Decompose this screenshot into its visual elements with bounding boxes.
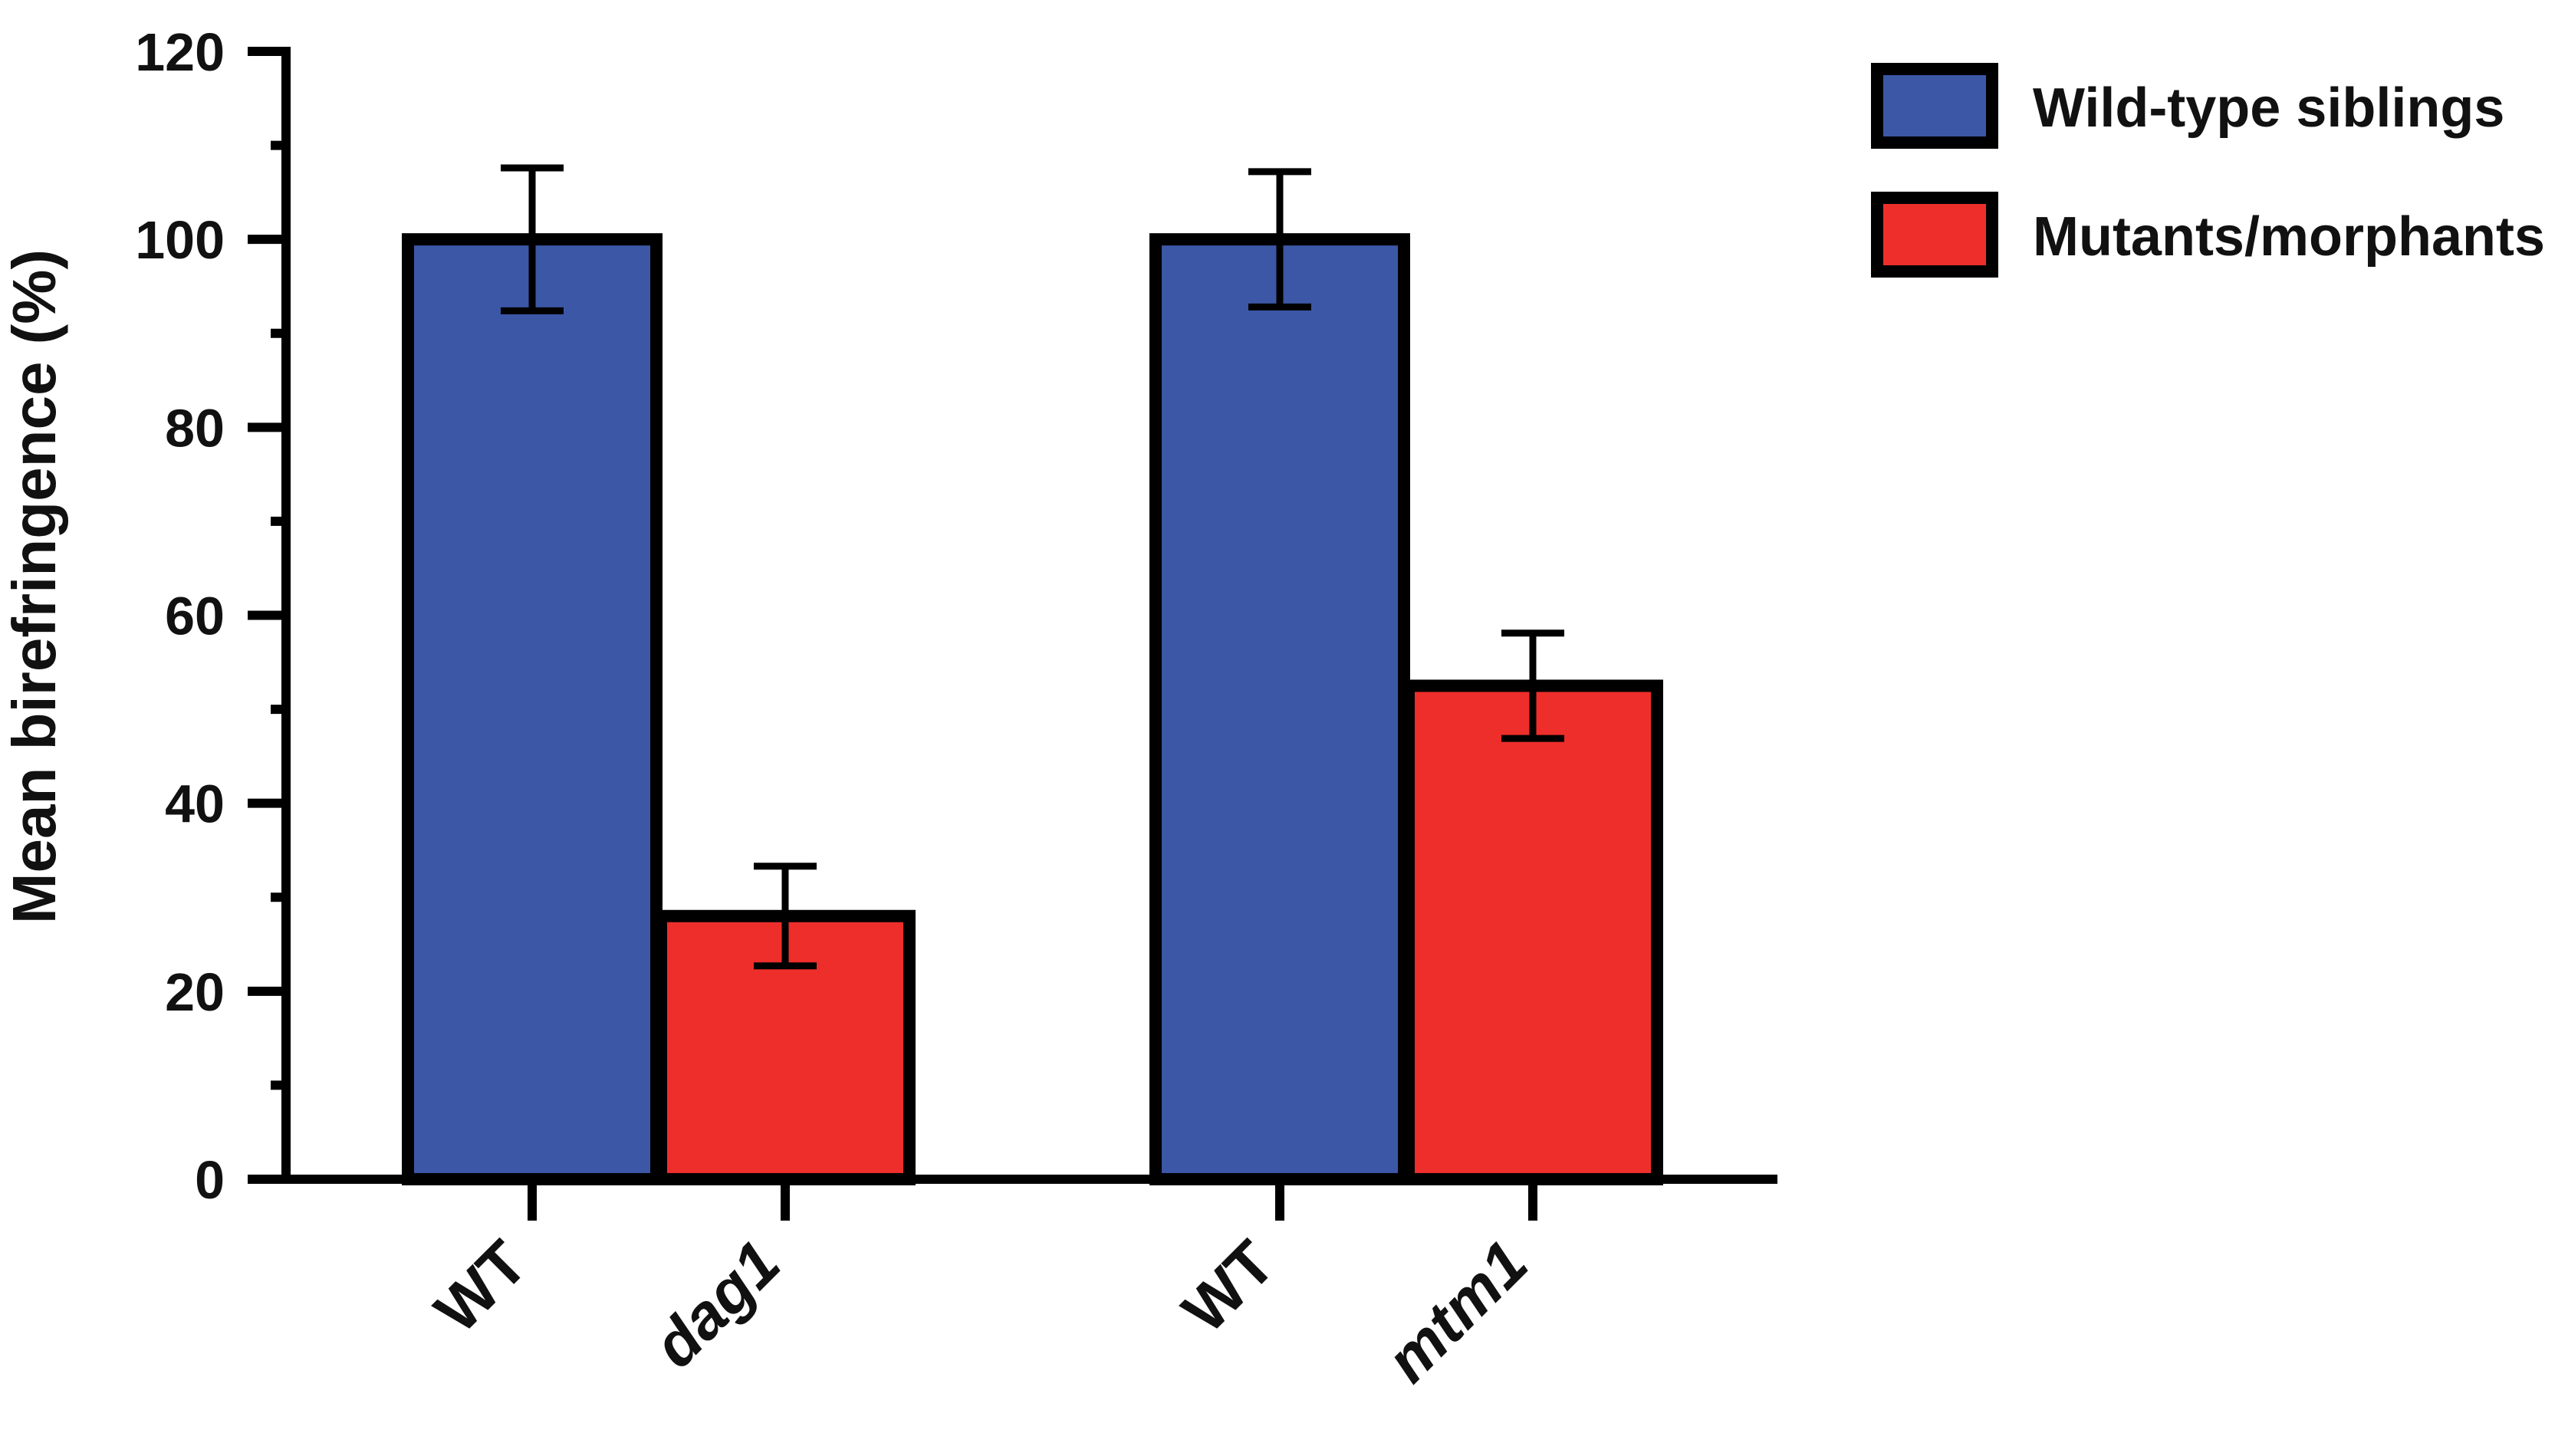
y-tick-label: 100 [135,210,225,270]
y-axis-label: Mean birefringence (%) [0,249,68,924]
legend-swatch [1871,192,1998,278]
y-tick-label: 0 [195,1150,225,1210]
plot-area: 0 20 40 60 80 100 120 WT dag1 WT mtm1 [135,22,1777,1395]
bar [402,233,663,1186]
x-tick-label: dag1 [640,1228,794,1381]
x-tick-label: mtm1 [1373,1228,1541,1395]
y-tick-label: 60 [165,587,225,646]
x-tick-label: WT [422,1228,540,1346]
legend-swatch [1871,63,1998,149]
bar [1402,679,1663,1185]
y-tick-label: 80 [165,398,225,458]
y-tick-label: 20 [165,962,225,1022]
y-tick-label: 120 [135,22,225,82]
x-tick-label: WT [1169,1228,1287,1346]
bar [1149,233,1410,1186]
legend-label: Wild-type siblings [2033,77,2504,139]
legend-label: Mutants/morphants [2033,206,2545,268]
legend: Wild-type siblings Mutants/morphants [1871,63,2545,278]
y-tick-label: 40 [165,774,225,834]
